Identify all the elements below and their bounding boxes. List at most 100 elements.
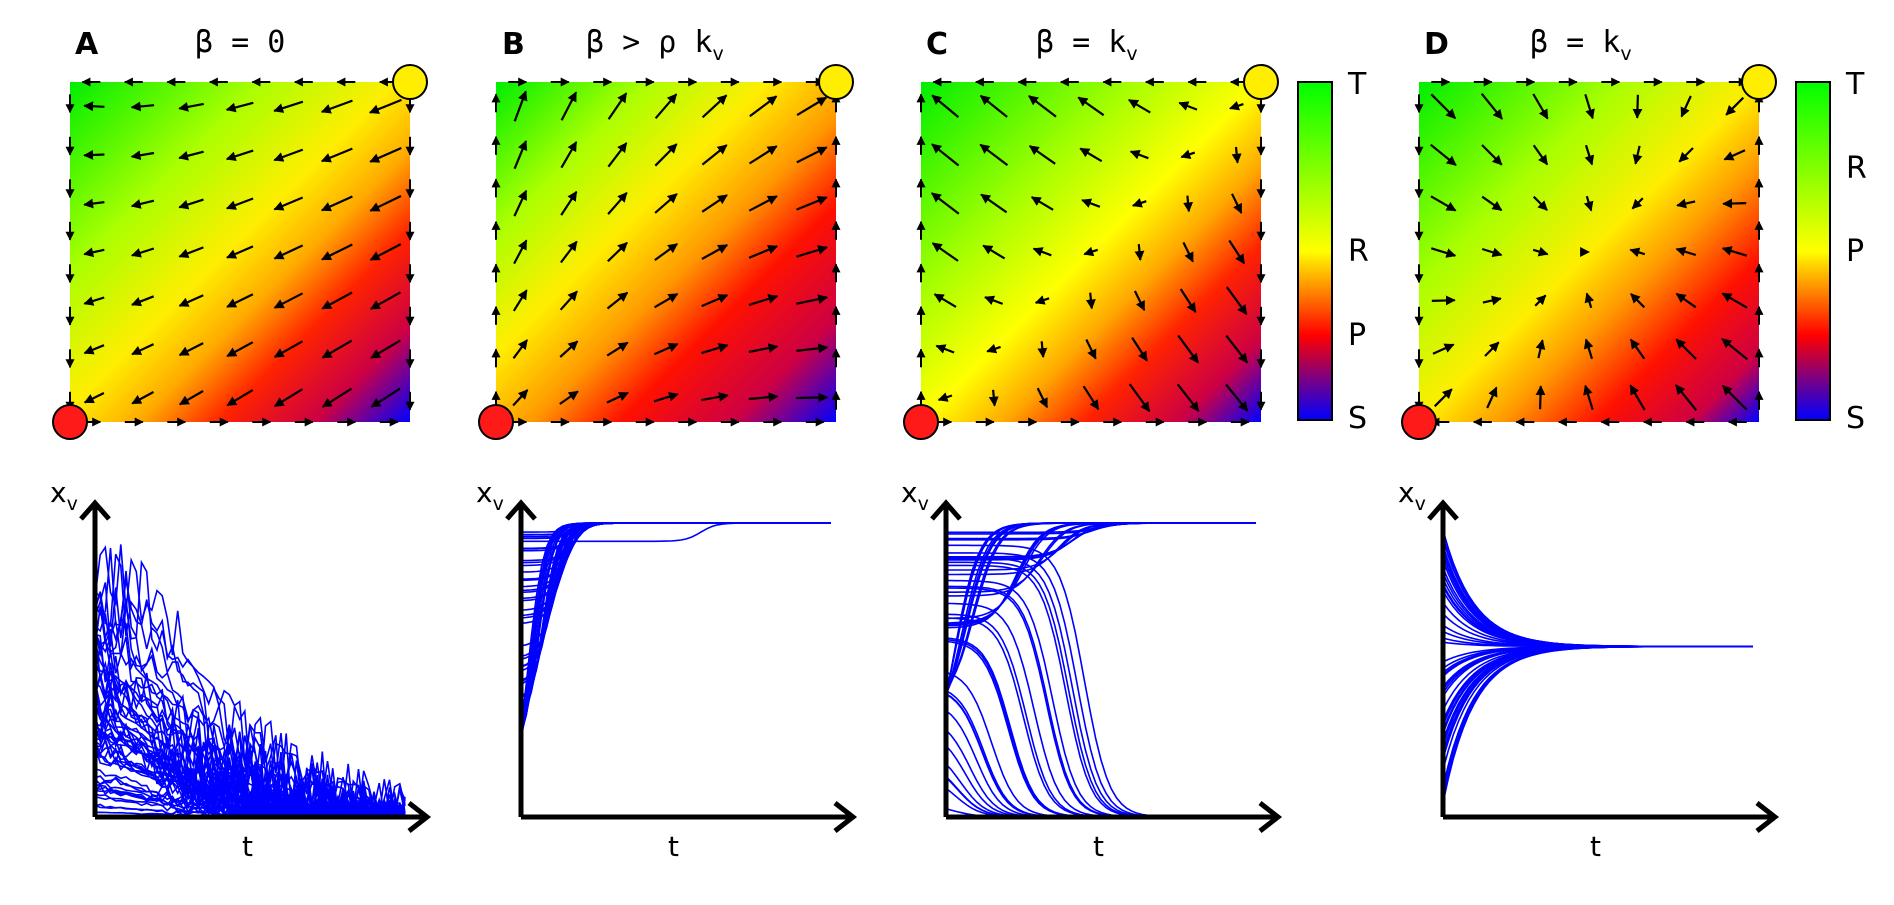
vector-arrow	[1721, 246, 1748, 257]
corner-marker-red	[1401, 404, 1437, 440]
trajectory-curves	[1442, 530, 1753, 804]
vector-arrow	[654, 243, 679, 261]
corner-marker-red	[52, 404, 88, 440]
panel-c: C β = kv	[903, 25, 1279, 440]
vector-arrow	[321, 387, 353, 408]
vector-arrow	[1129, 150, 1149, 160]
trajectory-line	[94, 605, 406, 819]
vector-arrow	[83, 392, 105, 404]
corner-marker-yellow	[1243, 64, 1279, 100]
vector-arrow	[1532, 195, 1548, 211]
vector-arrow	[1629, 338, 1646, 360]
vector-arrow	[701, 392, 729, 402]
vector-arrow	[979, 94, 1008, 118]
vector-arrow	[560, 91, 578, 121]
trajectory-line	[945, 602, 1256, 818]
vector-arrow	[607, 92, 628, 120]
corner-marker-yellow	[1741, 64, 1777, 100]
trajectory-line	[1442, 645, 1753, 663]
vector-arrow	[1030, 196, 1054, 211]
trajectory-line	[945, 522, 1256, 695]
colorbar-label-p: P	[1348, 318, 1366, 353]
vector-arrow	[83, 101, 105, 112]
vector-arrow	[178, 390, 204, 406]
x-axis-arrowhead	[1755, 801, 1780, 833]
vector-arrow	[226, 245, 254, 259]
trajectory-line	[945, 522, 1256, 690]
vector-arrow	[273, 244, 304, 260]
vector-arrow	[796, 146, 828, 164]
vector-arrow	[1629, 384, 1646, 411]
vector-arrow	[1231, 146, 1242, 164]
vector-arrow	[1178, 101, 1198, 111]
trajectory-axes	[79, 499, 432, 833]
vector-arrow	[653, 342, 679, 356]
vector-arrow	[512, 289, 528, 312]
payoff-square	[1401, 64, 1777, 440]
vector-arrow	[1583, 384, 1594, 411]
vector-arrow	[796, 96, 828, 117]
vector-arrow	[1433, 388, 1453, 408]
trajectory-line	[94, 553, 406, 820]
vector-arrow	[83, 344, 105, 355]
vector-arrow	[1034, 295, 1050, 305]
vector-arrow	[1036, 387, 1049, 409]
panel-letter: A	[75, 27, 99, 62]
y-axis-label: xv	[50, 476, 78, 515]
vector-arrow	[1028, 145, 1056, 165]
corner-marker-red	[903, 404, 939, 440]
vector-arrow	[513, 239, 528, 265]
y-axis-label: xv	[1398, 476, 1426, 515]
vector-arrow	[796, 392, 829, 403]
trajectory-line	[1442, 590, 1753, 648]
vector-arrow	[1676, 198, 1696, 209]
vector-arrow	[931, 143, 960, 167]
vector-arrow	[1721, 338, 1748, 361]
trajectory-line	[945, 671, 1256, 818]
vector-arrow	[321, 291, 353, 310]
vector-arrow	[1532, 246, 1549, 257]
vector-arrow	[1721, 384, 1748, 411]
vector-arrow	[748, 245, 779, 259]
trajectory-plot-c: xv t	[901, 476, 1283, 863]
trajectory-line	[945, 522, 1256, 692]
trajectory-line	[946, 522, 1256, 540]
vector-arrow	[1081, 198, 1101, 208]
corner-marker-yellow	[818, 64, 854, 100]
vector-arrow	[701, 294, 729, 308]
trajectory-line	[945, 522, 1256, 695]
vector-arrow	[1722, 198, 1747, 209]
payoff-square	[52, 64, 428, 440]
vector-arrow	[1082, 385, 1100, 411]
vector-arrow	[1228, 239, 1246, 265]
vector-arrow	[368, 98, 402, 114]
vector-arrow	[273, 292, 304, 309]
vector-arrow	[1535, 385, 1546, 410]
vector-arrow	[560, 141, 578, 169]
panel-title: β = kv	[1530, 25, 1632, 65]
vector-arrow	[321, 339, 353, 359]
vector-arrow	[1680, 95, 1692, 118]
colorbar-label-t: T	[1347, 67, 1367, 102]
vector-arrow	[370, 387, 401, 408]
vector-arrow	[607, 192, 628, 215]
vector-arrow	[1721, 292, 1748, 309]
vector-arrow	[559, 340, 579, 358]
vector-arrow	[1182, 241, 1194, 263]
colorbar: T R P S	[1795, 67, 1867, 436]
vector-arrow	[653, 292, 679, 309]
corner-marker-red	[478, 404, 514, 440]
vector-arrow	[1183, 195, 1193, 213]
vector-arrow	[1430, 247, 1457, 258]
vector-arrow	[226, 293, 254, 308]
trajectory-line	[1442, 645, 1753, 731]
panel-title: β = kv	[1036, 25, 1138, 65]
vector-arrow	[1532, 144, 1549, 166]
vector-arrow	[321, 243, 353, 261]
panel-letter: C	[926, 27, 948, 62]
vector-arrow	[1128, 98, 1151, 114]
vector-arrow	[796, 294, 829, 305]
vector-arrow	[130, 247, 155, 258]
vector-arrow	[559, 390, 579, 405]
colorbar-label-s: S	[1846, 401, 1865, 436]
